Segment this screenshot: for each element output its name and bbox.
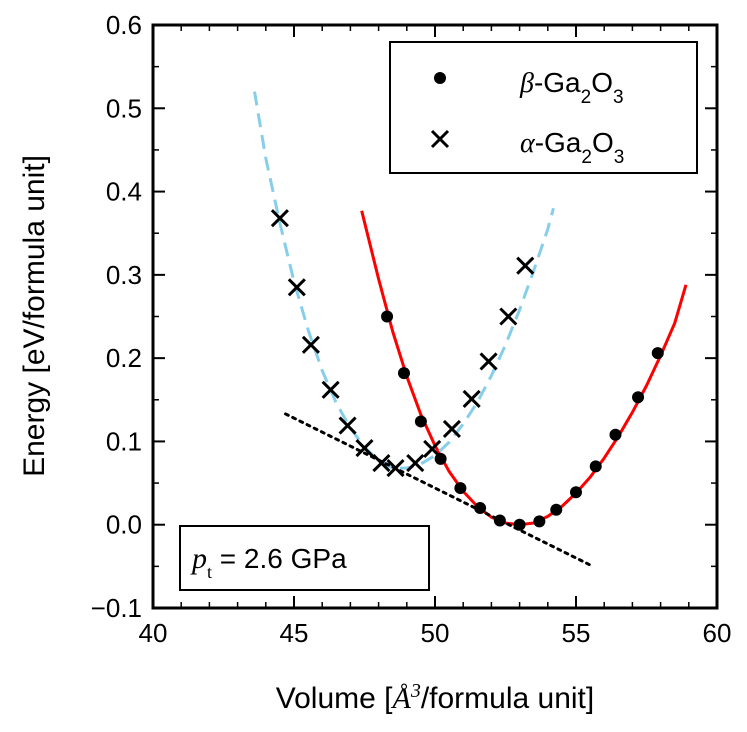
x-tick-label: 45 (280, 618, 309, 648)
legend-box (389, 41, 698, 174)
y-tick-labels: −0.1 0.0 0.1 0.2 0.3 0.4 0.5 0.6 (91, 10, 142, 623)
alpha-point (355, 439, 374, 458)
legend-label-beta: β-Ga2O3 (519, 67, 624, 108)
alpha-fit-line (253, 91, 555, 470)
annotation-box (179, 525, 430, 591)
beta-point (454, 482, 467, 495)
legend: β-Ga2O3 α-Ga2O3 (389, 41, 698, 174)
beta-point (632, 391, 645, 404)
beta-point (493, 514, 506, 527)
y-tick-label: −0.1 (91, 593, 142, 623)
axis-ticks (152, 24, 718, 609)
alpha-point (301, 335, 320, 354)
y-tick-label: 0.1 (106, 426, 142, 456)
x-tick-label: 50 (421, 618, 450, 648)
x-tick-label: 60 (703, 618, 732, 648)
y-tick-label: 0.3 (106, 260, 142, 290)
alpha-point (499, 307, 518, 326)
alpha-point (287, 278, 306, 297)
alpha-point (479, 352, 498, 371)
data-points (270, 209, 664, 531)
alpha-point (372, 454, 391, 473)
common-tangent-line (284, 412, 595, 568)
legend-label-alpha: α-Ga2O3 (520, 127, 624, 168)
x-tick-label: 40 (139, 618, 168, 648)
alpha-point (270, 209, 289, 228)
beta-point (381, 310, 394, 323)
annotation-text: pt = 2.6 GPa (190, 542, 347, 582)
beta-point (533, 515, 546, 528)
alpha-point (406, 454, 425, 473)
beta-point (589, 460, 602, 473)
beta-point (609, 428, 622, 441)
beta-point (397, 367, 410, 380)
alpha-point (516, 256, 535, 275)
common-tangent (284, 412, 595, 568)
legend-marker-beta (434, 72, 446, 84)
x-tick-labels: 40 45 50 55 60 (139, 618, 732, 648)
alpha-point (442, 419, 461, 438)
fit-curves (253, 91, 688, 527)
beta-point (474, 502, 487, 515)
alpha-point (321, 380, 340, 399)
y-axis-title: Energy [eV/formula unit] (18, 155, 51, 477)
y-tick-label: 0.0 (106, 510, 142, 540)
alpha-point (338, 416, 357, 435)
beta-point (570, 486, 582, 499)
legend-marker-alpha (430, 129, 450, 149)
y-tick-label: 0.4 (106, 177, 142, 207)
transition-pressure-annotation: pt = 2.6 GPa (179, 525, 430, 591)
y-tick-label: 0.6 (106, 10, 142, 40)
y-tick-label: 0.2 (106, 343, 142, 373)
beta-fit-line (360, 210, 688, 527)
y-tick-label: 0.5 (106, 93, 142, 123)
alpha-point (423, 439, 442, 458)
beta-point (651, 347, 664, 360)
alpha-point (462, 389, 481, 409)
x-tick-label: 55 (562, 618, 591, 648)
beta-point (513, 518, 526, 531)
x-axis-title: Volume [Å3/formula unit] (276, 680, 594, 715)
beta-point (550, 503, 563, 516)
alpha-point (386, 459, 405, 478)
beta-point (414, 415, 427, 428)
